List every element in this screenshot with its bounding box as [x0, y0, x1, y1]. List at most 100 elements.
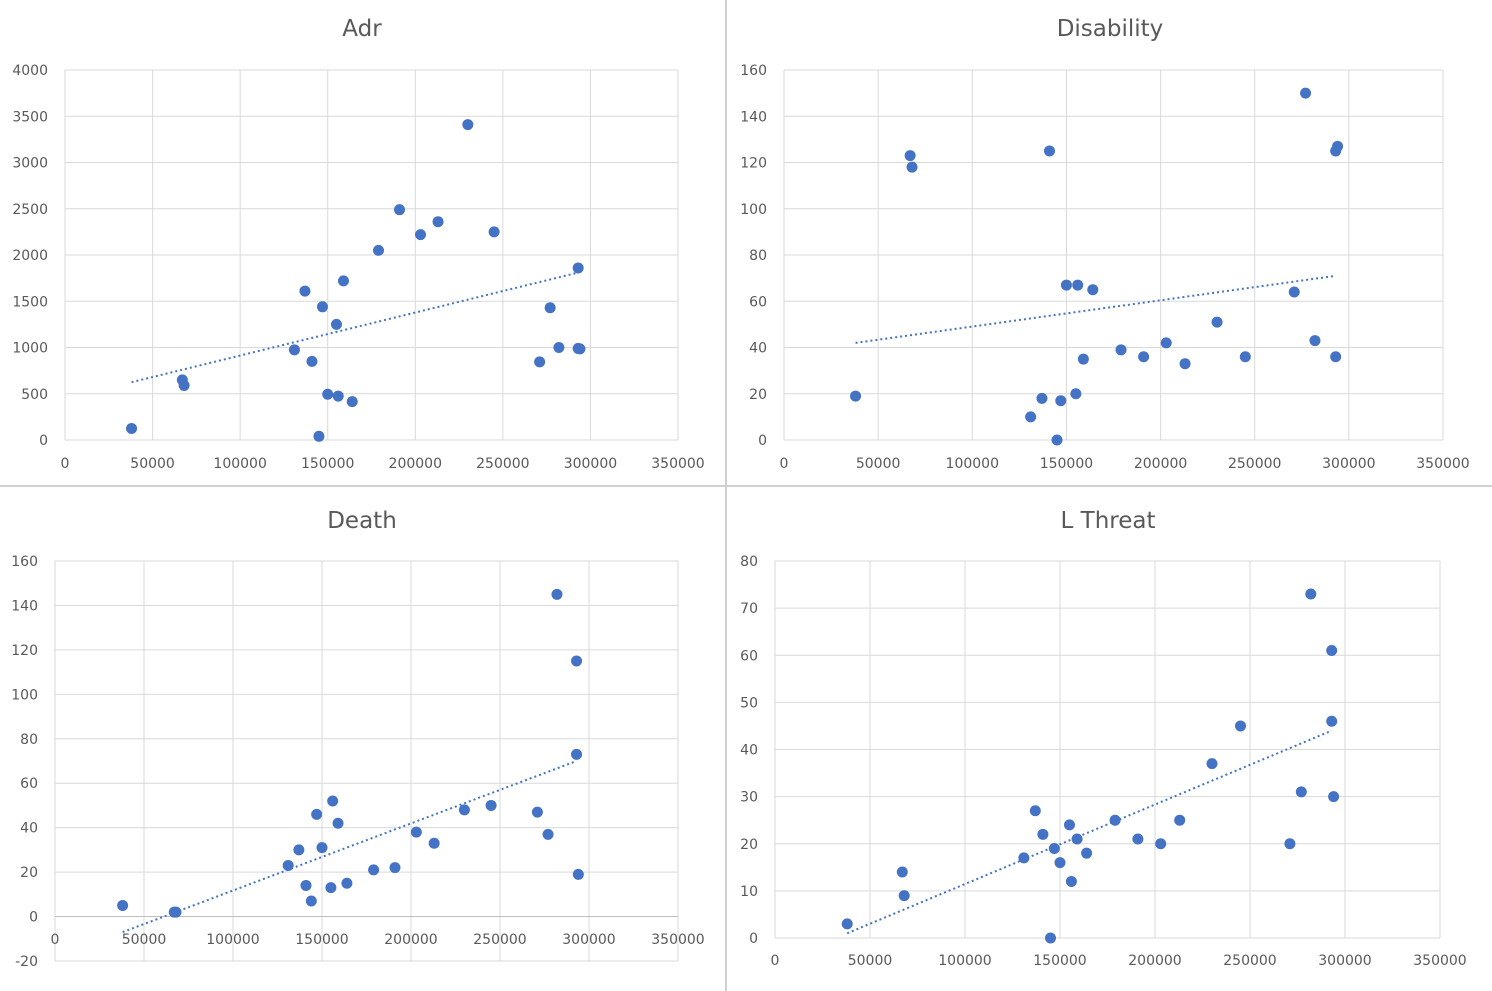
- data-point: [531, 806, 543, 818]
- data-point: [1077, 353, 1089, 365]
- chart-title: Adr: [342, 16, 382, 42]
- x-tick-label: 250000: [1223, 953, 1276, 969]
- data-point: [574, 343, 586, 355]
- y-tick-label: 1500: [12, 294, 48, 310]
- data-point: [1300, 87, 1312, 99]
- trendline: [131, 271, 579, 384]
- data-point: [534, 356, 546, 368]
- data-point: [299, 285, 311, 297]
- data-point: [337, 275, 349, 287]
- x-tick-label: 350000: [1413, 953, 1466, 969]
- data-point: [327, 795, 339, 807]
- y-tick-label: 80: [749, 248, 767, 264]
- y-tick-label: 3500: [12, 109, 48, 125]
- x-tick-label: 350000: [651, 456, 704, 472]
- y-tick-label: 2500: [12, 202, 48, 218]
- data-point: [394, 204, 406, 216]
- y-tick-label: 2000: [12, 248, 48, 264]
- y-tick-label: 1000: [12, 341, 48, 357]
- y-tick-label: 3000: [12, 156, 48, 172]
- chart-panel-3: Death -20 0 20 40 60 80 100 120 140 160 0 50000 10000…: [11, 508, 704, 970]
- y-tick-label: 140: [740, 109, 767, 125]
- x-tick-label: 200000: [389, 456, 442, 472]
- data-point: [332, 390, 344, 402]
- x-tick-label: 50000: [848, 953, 893, 969]
- data-point: [904, 150, 916, 162]
- trendline: [122, 760, 577, 934]
- data-point: [330, 318, 342, 330]
- data-point: [1051, 434, 1063, 446]
- y-tick-label: 120: [740, 156, 767, 172]
- y-tick-label: 140: [11, 598, 38, 614]
- data-point: [1328, 791, 1340, 803]
- data-point: [1284, 838, 1296, 850]
- y-tick-label: 4000: [12, 63, 48, 79]
- x-tick-label: 50000: [122, 932, 167, 948]
- data-point: [1330, 351, 1342, 363]
- data-point: [1045, 932, 1056, 944]
- chart-title: Death: [327, 508, 397, 534]
- data-point: [1025, 411, 1037, 423]
- data-point: [305, 895, 317, 907]
- data-point: [896, 866, 908, 878]
- x-tick-label: 250000: [1228, 456, 1281, 472]
- x-tick-label: 350000: [1416, 456, 1469, 472]
- data-point: [341, 877, 353, 889]
- x-tick-label: 0: [771, 953, 780, 969]
- data-point: [293, 844, 305, 856]
- x-tick-label: 250000: [476, 456, 529, 472]
- data-point: [1206, 758, 1218, 770]
- data-point: [458, 804, 470, 816]
- data-point: [170, 906, 182, 918]
- data-point: [368, 864, 380, 876]
- data-point: [571, 655, 583, 667]
- data-point: [572, 262, 584, 274]
- y-tick-label: 70: [740, 601, 758, 617]
- y-tick-label: 30: [740, 790, 758, 806]
- chart-panel-4: L Threat 0 10 20 30 40 50 60 70 80 0 50000 100000 150…: [740, 508, 1467, 969]
- x-tick-label: 300000: [562, 932, 615, 948]
- data-point: [841, 918, 853, 930]
- data-point: [553, 342, 565, 353]
- x-tick-label: 150000: [295, 932, 348, 948]
- y-tick-label: 20: [749, 387, 767, 403]
- data-point: [428, 837, 440, 849]
- y-tick-label: 500: [21, 387, 48, 403]
- chart-panel-2: Disability 0 20 40 60 80 100 120 140 160 0 50000 100…: [740, 16, 1469, 472]
- data-point: [311, 808, 323, 820]
- data-point: [1054, 857, 1066, 869]
- data-point: [300, 879, 312, 891]
- y-tick-label: 0: [758, 433, 767, 449]
- x-tick-label: 150000: [1040, 456, 1093, 472]
- data-point: [1065, 875, 1077, 887]
- data-point: [1309, 335, 1321, 347]
- data-point: [462, 119, 474, 131]
- y-tick-label: 40: [20, 821, 38, 837]
- data-point: [1018, 852, 1030, 864]
- data-point: [572, 868, 584, 880]
- y-tick-label: 160: [740, 63, 767, 79]
- y-tick-label: 120: [11, 643, 38, 659]
- x-tick-label: 300000: [1318, 953, 1371, 969]
- data-point: [1048, 842, 1060, 854]
- x-tick-label: 100000: [206, 932, 259, 948]
- data-point: [1138, 351, 1150, 363]
- data-point: [1060, 279, 1072, 291]
- chart-title: Disability: [1057, 16, 1164, 42]
- data-point: [282, 859, 294, 871]
- data-point: [1132, 833, 1144, 845]
- data-point: [544, 302, 556, 314]
- x-tick-label: 50000: [130, 456, 175, 472]
- data-point: [1179, 358, 1191, 370]
- data-point: [1174, 814, 1186, 826]
- y-tick-label: 0: [39, 433, 48, 449]
- x-tick-label: 100000: [938, 953, 991, 969]
- y-tick-label: 40: [740, 743, 758, 759]
- data-point: [373, 244, 385, 256]
- data-point: [322, 388, 334, 400]
- data-point: [1288, 286, 1300, 298]
- x-tick-label: 0: [51, 932, 60, 948]
- data-point: [1070, 388, 1082, 400]
- x-tick-label: 350000: [651, 932, 704, 948]
- x-tick-label: 150000: [301, 456, 354, 472]
